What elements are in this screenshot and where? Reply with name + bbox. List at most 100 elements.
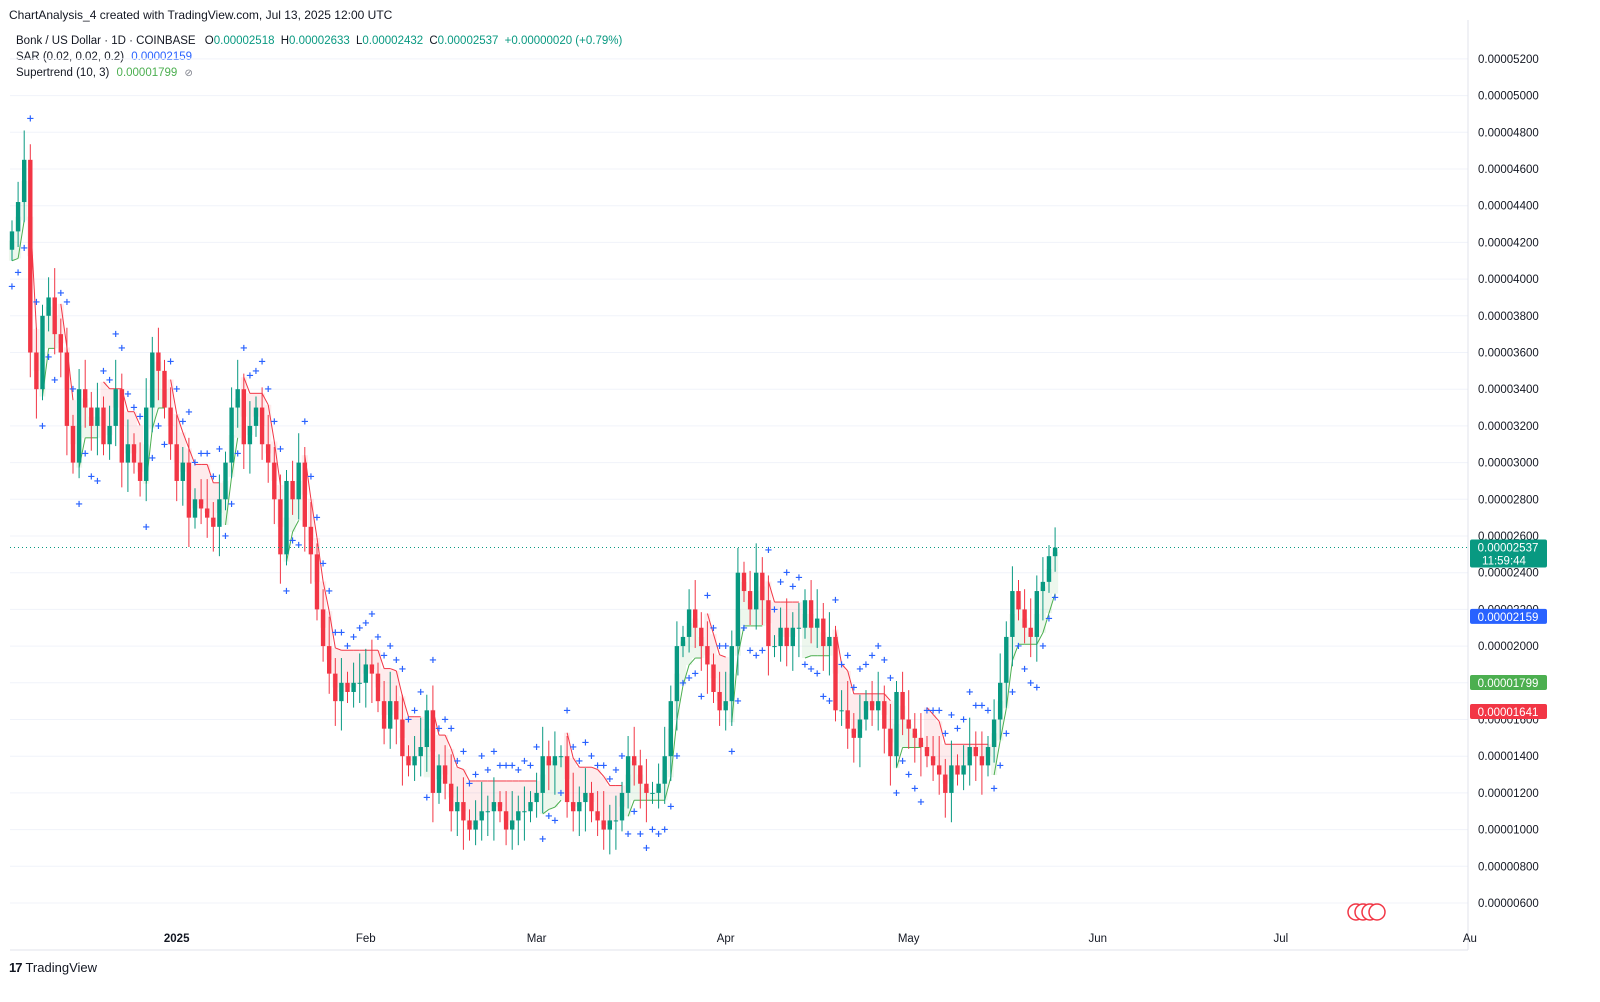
candle-body — [552, 756, 558, 766]
sar-point: + — [630, 806, 638, 817]
candle-body — [766, 600, 771, 647]
supertrend-segment — [566, 732, 574, 759]
hidden-eye-icon[interactable]: ⊘ — [184, 68, 193, 79]
sar-point: + — [252, 366, 260, 377]
supertrend-fill — [8, 180, 1059, 826]
sar-point: + — [392, 655, 400, 666]
candle-body — [1046, 556, 1052, 582]
supertrend-segment — [267, 404, 275, 442]
candle-body — [876, 701, 881, 711]
sar-point: + — [26, 114, 34, 125]
candle-body — [186, 462, 192, 518]
sar-point: + — [886, 673, 894, 684]
sar-point: + — [197, 448, 205, 459]
candle-body — [369, 664, 375, 674]
sar-point: + — [484, 765, 492, 776]
sar-point: + — [905, 770, 913, 781]
candle-body — [558, 756, 564, 758]
parabolic-sar-series: + + + + + + + + + + + + + + + + + + + + + + + + + + + + + + + + + + + + + + + +… — [8, 114, 1059, 854]
candle-body — [296, 462, 301, 500]
candle-body — [22, 159, 27, 203]
price-tick-label: 0.00003000 — [1478, 458, 1539, 470]
sar-point: + — [258, 357, 266, 368]
candle-body — [266, 444, 271, 463]
sar-point: + — [917, 797, 925, 808]
price-tick-label: 0.00004000 — [1478, 274, 1539, 286]
price-tick-label: 0.00004800 — [1478, 127, 1539, 139]
candle-body — [650, 792, 655, 794]
legend-sar-row[interactable]: SAR (0.02, 0.02, 0.2) 0.00002159 — [16, 49, 622, 65]
candle-body — [137, 462, 143, 481]
supertrend-segment — [719, 654, 726, 658]
sar-point: + — [429, 655, 437, 666]
supertrend-segment — [316, 537, 324, 582]
supertrend-segment — [401, 695, 409, 717]
price-tag-label: 0.00001799 — [1478, 678, 1539, 690]
candle-body — [211, 517, 216, 527]
supertrend-segment — [841, 663, 849, 672]
sar-point: + — [728, 747, 736, 758]
candle-body — [503, 811, 509, 830]
price-tick-label: 0.00002400 — [1478, 568, 1539, 580]
sar-point: + — [697, 692, 705, 703]
candle-body — [699, 627, 704, 647]
sar-point: + — [57, 288, 65, 299]
sar-point: + — [14, 268, 22, 279]
sar-point: + — [850, 682, 858, 693]
candle-body — [1022, 609, 1027, 628]
sar-point: + — [661, 825, 669, 836]
candle-body — [613, 820, 619, 822]
candle-body — [83, 389, 88, 408]
price-tag-label: 0.00002537 — [1478, 543, 1539, 555]
sar-point: + — [911, 783, 919, 794]
candle-body — [741, 572, 747, 592]
sar-point: + — [1051, 592, 1059, 603]
candle-body — [162, 370, 167, 408]
supertrend-segment — [231, 437, 239, 477]
supertrend-segment — [243, 377, 251, 394]
sar-point: + — [349, 632, 357, 643]
supertrend-segment — [462, 769, 470, 782]
candle-body — [772, 646, 777, 648]
candle-body — [9, 231, 15, 250]
events-icon[interactable] — [1347, 903, 1386, 921]
sar-point: + — [203, 448, 211, 459]
time-tick-label: Mar — [527, 933, 547, 945]
candle-body — [284, 480, 289, 555]
candle-body — [845, 710, 850, 729]
supertrend-segment — [273, 441, 281, 486]
tradingview-logo[interactable]: 17 TradingView — [9, 960, 97, 975]
legend-close-label: C — [429, 35, 438, 47]
candle-body — [473, 820, 478, 830]
candle-body — [583, 792, 588, 803]
sar-point: + — [185, 407, 193, 418]
supertrend-fill-segment — [557, 756, 565, 801]
sar-point: + — [496, 760, 504, 771]
candle-body — [497, 802, 503, 812]
sar-point: + — [856, 664, 864, 675]
legend-symbol[interactable]: Bonk / US Dollar · 1D · COINBASE — [16, 35, 196, 47]
time-axis: 2025 Feb Mar Apr May Jun Jul Au — [10, 933, 1477, 951]
legend-supertrend-row[interactable]: Supertrend (10, 3) 0.00001799 ⊘ — [16, 65, 622, 82]
supertrend-segment — [926, 707, 934, 715]
candle-body — [693, 609, 698, 628]
sar-point: + — [984, 705, 992, 716]
supertrend-segment — [932, 714, 940, 722]
time-tick-label: Au — [1463, 933, 1477, 945]
legend-change: +0.00000020 (+0.79%) — [504, 35, 623, 47]
sar-point: + — [715, 641, 723, 652]
candle-body — [998, 682, 1003, 720]
candle-body — [363, 664, 368, 683]
price-tick-label: 0.00003400 — [1478, 384, 1539, 396]
candle-body — [595, 811, 600, 821]
candle-body — [705, 646, 710, 665]
supertrend-segment — [999, 708, 1007, 741]
sar-point: + — [746, 646, 754, 657]
sar-point: + — [374, 632, 382, 643]
supertrend-line — [11, 216, 1056, 817]
candle-body — [217, 499, 222, 527]
supertrend-segment — [1005, 660, 1013, 709]
candle-body — [1040, 581, 1046, 592]
sar-point: + — [831, 595, 839, 606]
